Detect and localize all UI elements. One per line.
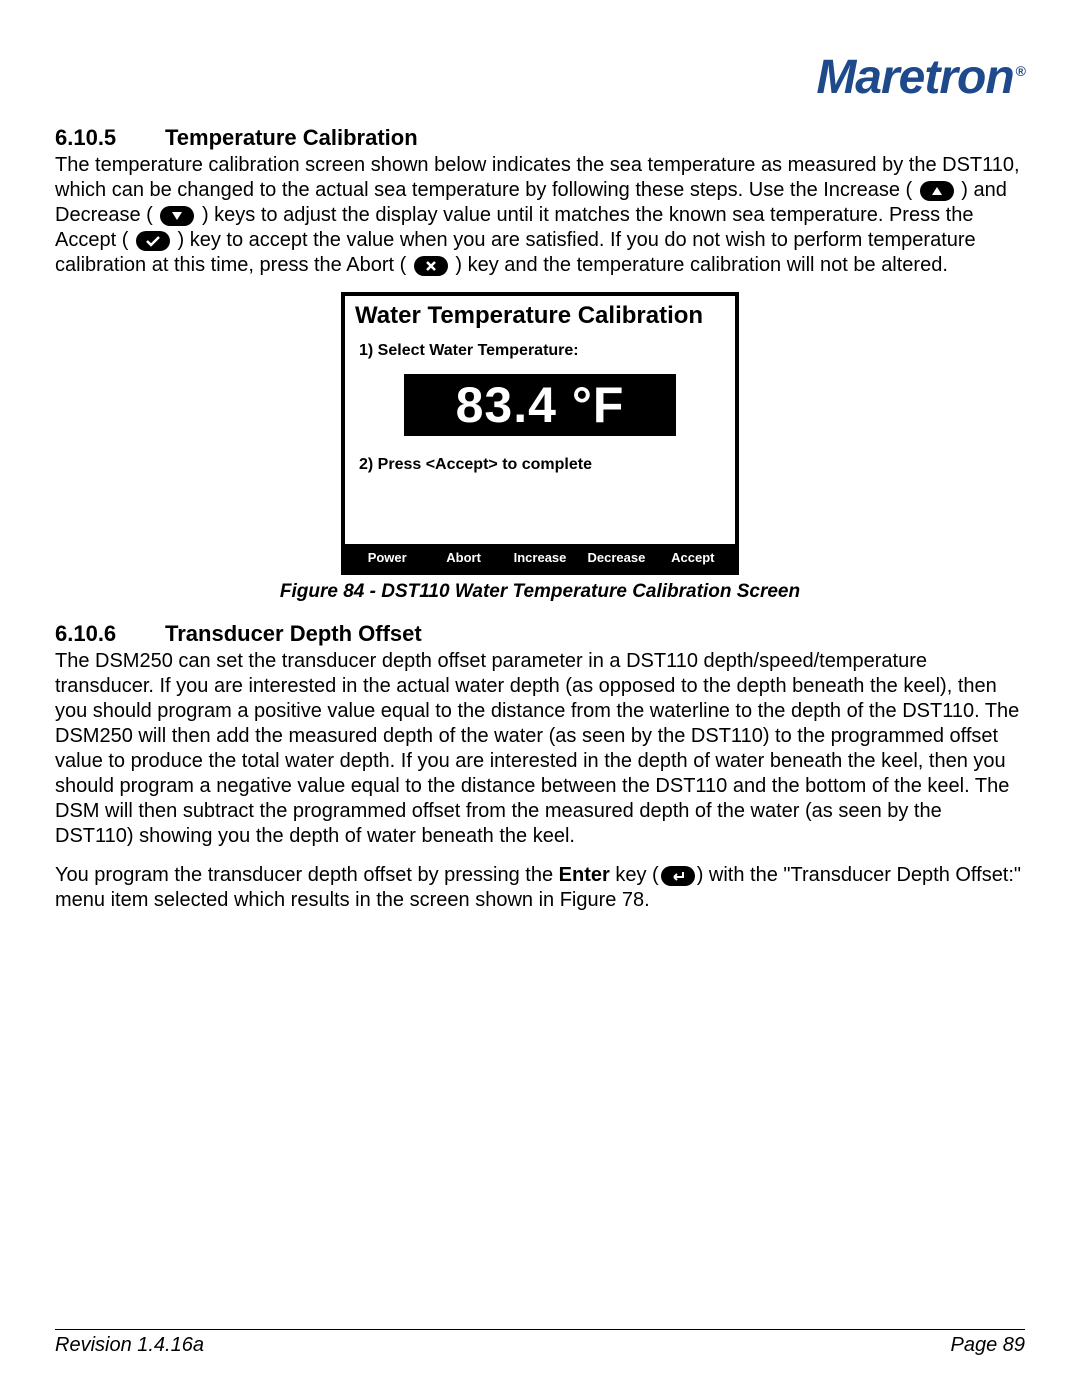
abort-key-icon [414, 256, 448, 276]
btn-power: Power [349, 550, 425, 565]
page-number: Page 89 [950, 1334, 1025, 1357]
p2-text-b: key ( [610, 864, 659, 886]
p2-text-a: You program the transducer depth offset … [55, 864, 559, 886]
section2-paragraph1: The DSM250 can set the transducer depth … [55, 649, 1025, 849]
figure-caption: Figure 84 - DST110 Water Temperature Cal… [55, 581, 1025, 603]
enter-bold: Enter [559, 864, 610, 886]
section-heading-2: 6.10.6Transducer Depth Offset [55, 621, 1025, 647]
page-footer: Revision 1.4.16a Page 89 [55, 1329, 1025, 1357]
btn-accept: Accept [655, 550, 731, 565]
device-screen: Water Temperature Calibration 1) Select … [341, 292, 739, 575]
screen-title: Water Temperature Calibration [345, 296, 735, 338]
section-number-2: 6.10.6 [55, 621, 165, 647]
btn-increase: Increase [502, 550, 578, 565]
screen-instruction-2: 2) Press <Accept> to complete [345, 452, 735, 484]
increase-key-icon [920, 181, 954, 201]
figure-container: Water Temperature Calibration 1) Select … [55, 292, 1025, 575]
decrease-key-icon [160, 206, 194, 226]
temperature-value: 83.4 °F [404, 374, 676, 436]
screen-instruction-1: 1) Select Water Temperature: [345, 338, 735, 370]
p1-text-e: ) key and the temperature calibration wi… [455, 254, 948, 276]
section-heading-1: 6.10.5Temperature Calibration [55, 125, 1025, 151]
btn-abort: Abort [425, 550, 501, 565]
accept-key-icon [136, 231, 170, 251]
section-title-1: Temperature Calibration [165, 125, 418, 150]
enter-key-icon [661, 866, 695, 886]
button-bar: Power Abort Increase Decrease Accept [345, 544, 735, 571]
brand-logo: Maretron® [55, 50, 1025, 105]
btn-decrease: Decrease [578, 550, 654, 565]
brand-name: Maretron [816, 51, 1013, 104]
p1-text-a: The temperature calibration screen shown… [55, 154, 1020, 201]
section-number-1: 6.10.5 [55, 125, 165, 151]
registered-mark: ® [1016, 63, 1025, 79]
screen-spacer [345, 484, 735, 544]
page: Maretron® 6.10.5Temperature Calibration … [0, 0, 1080, 1397]
section1-paragraph: The temperature calibration screen shown… [55, 153, 1025, 278]
section-title-2: Transducer Depth Offset [165, 621, 422, 646]
section2-paragraph2: You program the transducer depth offset … [55, 863, 1025, 913]
revision-label: Revision 1.4.16a [55, 1334, 204, 1357]
